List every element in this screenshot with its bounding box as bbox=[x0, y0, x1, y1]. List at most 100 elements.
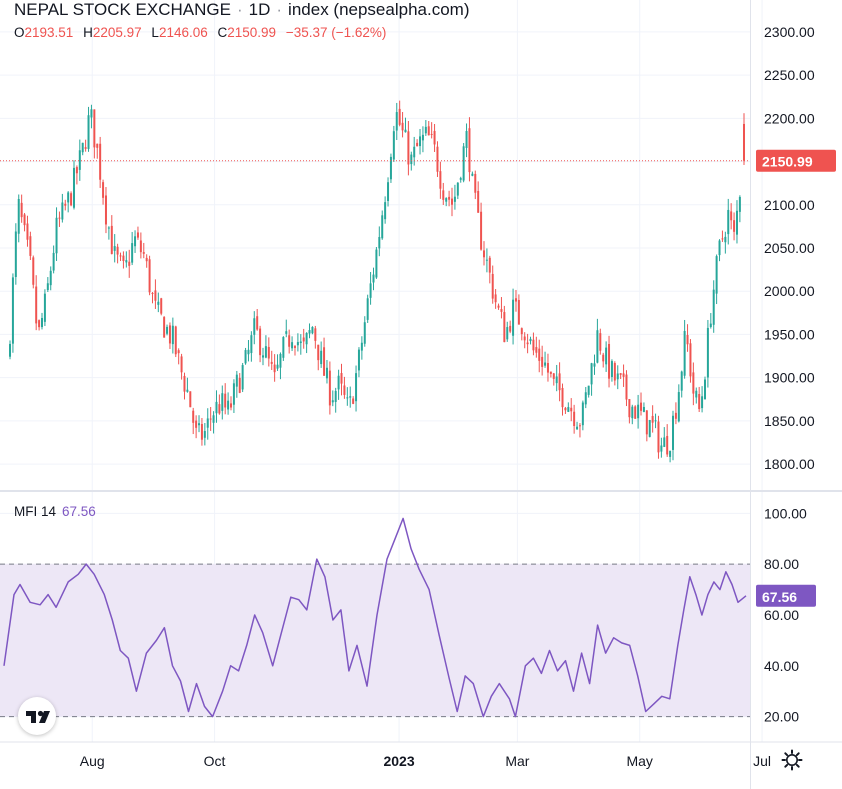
candle-up bbox=[456, 182, 459, 200]
candle-up bbox=[241, 362, 244, 393]
candle-body bbox=[581, 402, 584, 426]
candle-body bbox=[14, 231, 17, 278]
candle-down bbox=[96, 143, 99, 159]
candle-down bbox=[480, 202, 483, 251]
candle-down bbox=[730, 203, 733, 230]
candle-up bbox=[311, 326, 314, 335]
candle-body bbox=[686, 335, 689, 345]
candle-up bbox=[465, 123, 468, 158]
candle-body bbox=[195, 420, 198, 428]
candle-body bbox=[465, 131, 468, 148]
candle-body bbox=[273, 364, 276, 373]
mfi-legend: MFI 14 67.56 bbox=[14, 504, 96, 519]
candle-body bbox=[742, 123, 745, 161]
candle-down bbox=[488, 255, 491, 284]
candle-down bbox=[742, 113, 745, 165]
price-axis-tick-label: 1900.00 bbox=[764, 370, 815, 386]
candle-up bbox=[738, 195, 741, 223]
candle-body bbox=[366, 298, 369, 320]
candle-body bbox=[166, 326, 169, 334]
candle-body bbox=[151, 292, 154, 294]
candle-body bbox=[683, 330, 686, 376]
candle-body bbox=[145, 257, 148, 262]
candle-up bbox=[285, 319, 288, 338]
candle-body bbox=[672, 415, 675, 450]
candle-body bbox=[299, 341, 302, 344]
candle-body bbox=[340, 373, 343, 384]
candle-body bbox=[657, 421, 660, 453]
candle-body bbox=[61, 202, 64, 220]
candle-body bbox=[276, 364, 279, 369]
candle-body bbox=[212, 415, 215, 423]
candle-down bbox=[192, 407, 195, 435]
candle-down bbox=[535, 336, 538, 358]
candle-body bbox=[174, 326, 177, 355]
candle-body bbox=[26, 223, 29, 240]
candle-down bbox=[628, 399, 631, 424]
mfi-line[interactable] bbox=[3, 517, 747, 718]
candle-body bbox=[634, 406, 637, 419]
candle-body bbox=[645, 410, 648, 435]
candle-down bbox=[136, 226, 139, 240]
candle-body bbox=[599, 333, 602, 351]
candle-up bbox=[724, 231, 727, 254]
candle-body bbox=[38, 320, 41, 328]
candle-down bbox=[93, 109, 96, 159]
candle-body bbox=[99, 143, 102, 180]
candle-body bbox=[442, 190, 445, 200]
candle-up bbox=[203, 422, 206, 446]
candle-up bbox=[462, 143, 465, 183]
time-axis-tick-label: Mar bbox=[505, 753, 529, 769]
candle-body bbox=[648, 420, 651, 437]
candle-body bbox=[125, 260, 128, 263]
candle-down bbox=[433, 124, 436, 152]
candle-down bbox=[613, 361, 616, 386]
candle-body bbox=[625, 374, 628, 400]
candle-down bbox=[561, 383, 564, 416]
candle-down bbox=[500, 297, 503, 319]
candle-up bbox=[247, 340, 250, 362]
candle-body bbox=[346, 397, 349, 399]
candle-down bbox=[110, 215, 113, 255]
tradingview-logo-icon[interactable] bbox=[18, 697, 56, 735]
candle-body bbox=[610, 361, 613, 378]
candle-body bbox=[104, 195, 107, 225]
candle-body bbox=[427, 126, 430, 136]
candle-down bbox=[619, 373, 622, 380]
candle-down bbox=[343, 376, 346, 399]
candle-body bbox=[369, 283, 372, 298]
price-axis-tick-label: 2100.00 bbox=[764, 197, 815, 213]
candle-down bbox=[657, 415, 660, 459]
candle-body bbox=[349, 396, 352, 398]
candle-down bbox=[200, 417, 203, 446]
candle-body bbox=[270, 361, 273, 364]
candle-up bbox=[87, 106, 90, 152]
candle-body bbox=[198, 423, 201, 426]
candle-body bbox=[500, 309, 503, 312]
mfi-last-value-label: 67.56 bbox=[756, 584, 816, 607]
candle-down bbox=[84, 139, 87, 152]
candle-down bbox=[549, 371, 552, 378]
gear-icon[interactable] bbox=[780, 748, 804, 772]
candle-body bbox=[93, 109, 96, 148]
candle-body bbox=[378, 236, 381, 249]
candle-down bbox=[142, 242, 145, 259]
candle-down bbox=[503, 305, 506, 343]
candle-body bbox=[535, 347, 538, 353]
candle-body bbox=[631, 406, 634, 419]
mfi-pane[interactable] bbox=[0, 517, 750, 718]
candle-down bbox=[23, 212, 26, 232]
candle-body bbox=[70, 193, 73, 206]
candle-body bbox=[680, 371, 683, 391]
candle-body bbox=[247, 349, 250, 355]
candle-down bbox=[151, 292, 154, 304]
candle-body bbox=[308, 330, 311, 334]
candle-up bbox=[90, 104, 93, 129]
candle-body bbox=[157, 301, 160, 305]
candle-up bbox=[642, 402, 645, 413]
candle-body bbox=[384, 202, 387, 220]
candle-body bbox=[296, 342, 299, 346]
candle-up bbox=[320, 341, 323, 368]
